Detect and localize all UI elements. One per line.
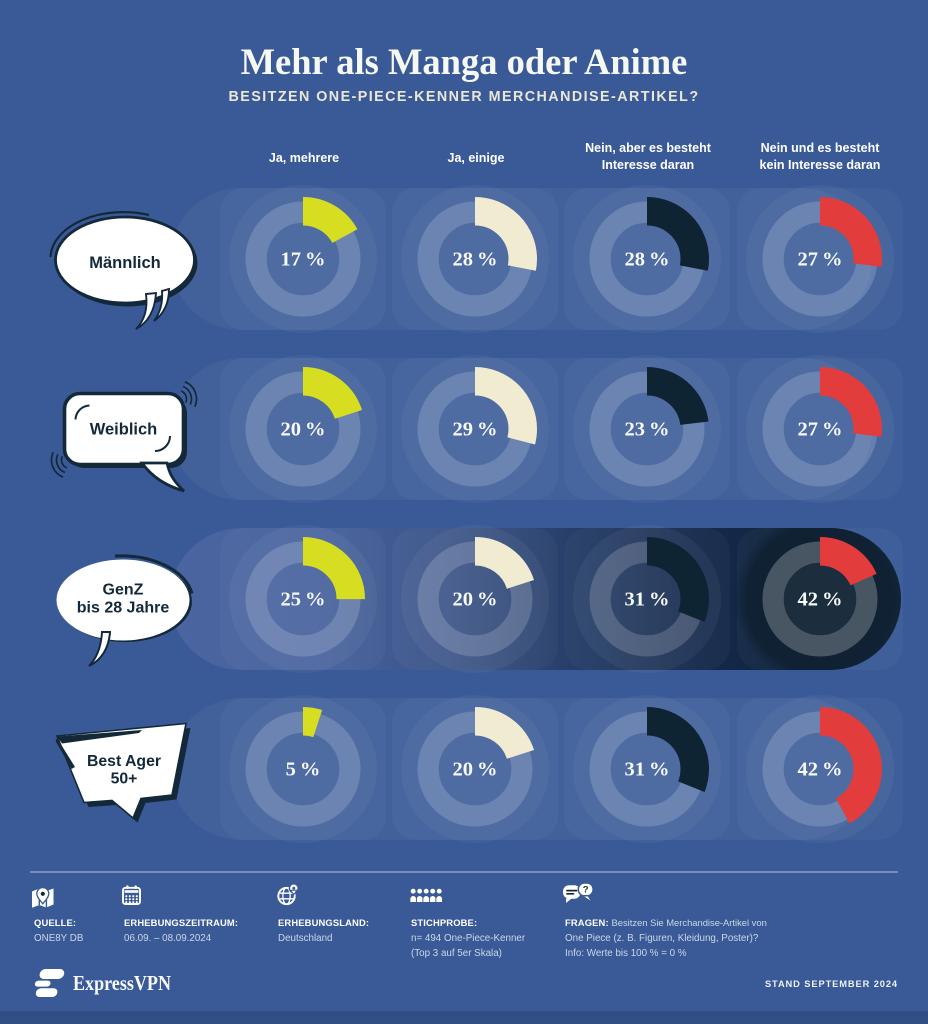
svg-text:42 %: 42 % <box>797 589 842 611</box>
svg-text:Info: Werte bis 100 % = 0 %: Info: Werte bis 100 % = 0 % <box>565 948 687 959</box>
svg-text:ExpressVPN: ExpressVPN <box>73 971 171 995</box>
svg-text:31 %: 31 % <box>624 589 669 611</box>
svg-text:25 %: 25 % <box>280 589 325 611</box>
svg-text:QUELLE:: QUELLE: <box>34 917 76 928</box>
svg-text:ERHEBUNGSZEITRAUM:: ERHEBUNGSZEITRAUM: <box>124 917 238 928</box>
svg-text:BESITZEN ONE-PIECE-KENNER MERC: BESITZEN ONE-PIECE-KENNER MERCHANDISE-AR… <box>229 89 700 105</box>
svg-text:20 %: 20 % <box>452 589 497 611</box>
svg-text:28 %: 28 % <box>452 249 497 271</box>
svg-text:?: ? <box>583 885 589 896</box>
svg-text:06.09. – 08.09.2024: 06.09. – 08.09.2024 <box>124 933 212 944</box>
svg-text:FRAGEN: Besitzen Sie Merchandi: FRAGEN: Besitzen Sie Merchandise-Artikel… <box>565 917 767 928</box>
svg-text:ONE8Y DB: ONE8Y DB <box>34 933 84 944</box>
svg-text:Männlich: Männlich <box>89 254 161 272</box>
svg-text:27 %: 27 % <box>797 419 842 441</box>
svg-text:Mehr als Manga oder Anime: Mehr als Manga oder Anime <box>241 41 688 82</box>
svg-text:31 %: 31 % <box>624 759 669 781</box>
svg-text:28 %: 28 % <box>624 249 669 271</box>
svg-text:Best Ager: Best Ager <box>87 753 161 770</box>
svg-text:kein Interesse daran: kein Interesse daran <box>760 158 881 172</box>
svg-text:23 %: 23 % <box>624 419 669 441</box>
svg-text:50+: 50+ <box>111 771 138 788</box>
svg-text:bis 28 Jahre: bis 28 Jahre <box>77 600 170 617</box>
svg-text:(Top 3 auf 5er Skala): (Top 3 auf 5er Skala) <box>411 948 502 959</box>
svg-text:One Piece (z. B. Figuren, Kle: One Piece (z. B. Figuren, Kleidung, Post… <box>565 933 759 944</box>
svg-text:Ja, einige: Ja, einige <box>448 151 505 165</box>
svg-text:STAND SEPTEMBER 2024: STAND SEPTEMBER 2024 <box>765 979 898 989</box>
svg-text:GenZ: GenZ <box>103 582 144 599</box>
svg-text:42 %: 42 % <box>797 759 842 781</box>
svg-text:STICHPROBE:: STICHPROBE: <box>411 917 477 928</box>
svg-text:27 %: 27 % <box>797 249 842 271</box>
svg-text:29 %: 29 % <box>452 419 497 441</box>
svg-text:Interesse daran: Interesse daran <box>602 158 694 172</box>
svg-text:20 %: 20 % <box>452 759 497 781</box>
svg-text:Weiblich: Weiblich <box>90 421 158 439</box>
svg-text:Ja, mehrere: Ja, mehrere <box>269 151 339 165</box>
svg-text:ERHEBUNGSLAND:: ERHEBUNGSLAND: <box>278 917 369 928</box>
svg-text:Nein und es besteht: Nein und es besteht <box>761 141 881 155</box>
svg-text:20 %: 20 % <box>280 419 325 441</box>
svg-text:Nein, aber es besteht: Nein, aber es besteht <box>585 141 712 155</box>
svg-text:n= 494 One-Piece-Kenner: n= 494 One-Piece-Kenner <box>411 933 526 944</box>
svg-text:5 %: 5 % <box>286 759 321 781</box>
svg-text:17 %: 17 % <box>280 249 325 271</box>
svg-text:Deutschland: Deutschland <box>278 933 332 944</box>
